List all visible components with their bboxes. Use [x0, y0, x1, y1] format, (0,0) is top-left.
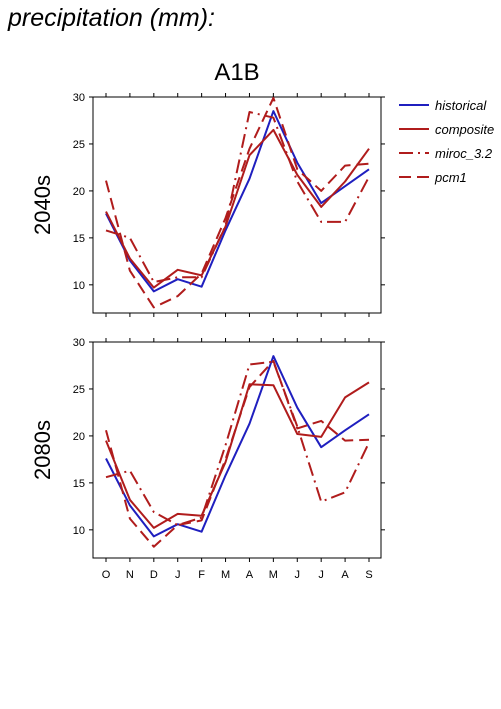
- row-label-2080s: 2080s: [30, 420, 55, 480]
- x-tick-label: J: [175, 569, 181, 581]
- chart-legend: historical composite miroc_3.2 pcm1: [399, 98, 494, 185]
- y-tick-label: 20: [73, 186, 85, 198]
- y-tick-label: 30: [73, 337, 85, 349]
- series-line-pcm1: [105, 96, 370, 309]
- series-line-historical: [105, 355, 370, 538]
- row-label-2040s: 2040s: [30, 175, 55, 235]
- series-line-pcm1: [105, 359, 370, 548]
- page-title: precipitation (mm):: [8, 4, 215, 32]
- x-tick-label: O: [102, 569, 111, 581]
- x-tick-label: J: [295, 569, 301, 581]
- series-line-miroc_3.2: [105, 111, 370, 283]
- x-tick-label: M: [221, 569, 230, 581]
- legend-label-pcm1: pcm1: [434, 170, 467, 185]
- series-line-miroc_3.2: [105, 360, 370, 527]
- legend-label-historical: historical: [435, 98, 487, 113]
- x-tick-label: A: [341, 569, 349, 581]
- y-tick-label: 25: [73, 384, 85, 396]
- series-line-historical: [105, 110, 370, 293]
- y-tick-label: 20: [73, 431, 85, 443]
- x-tick-label: D: [150, 569, 158, 581]
- panel-2080s: 10 15 20 25 30 2080s: [30, 337, 385, 562]
- y-tick-label: 15: [73, 233, 85, 245]
- y-tick-label: 30: [73, 92, 85, 104]
- panel-2040s: 10 15 20 25 30 2040s: [30, 92, 385, 317]
- series-line-composite: [105, 128, 370, 289]
- x-tick-label: M: [269, 569, 278, 581]
- x-tick-label: A: [246, 569, 254, 581]
- plot-frame: [92, 96, 382, 314]
- y-tick-label: 10: [73, 525, 85, 537]
- x-tick-label: F: [198, 569, 205, 581]
- legend-label-miroc_3.2: miroc_3.2: [435, 146, 493, 161]
- legend-label-composite: composite: [435, 122, 494, 137]
- chart-title: A1B: [214, 59, 259, 86]
- plot-frame: [92, 341, 382, 559]
- x-tick-label: N: [126, 569, 134, 581]
- y-tick-label: 10: [73, 280, 85, 292]
- y-tick-label: 15: [73, 478, 85, 490]
- x-tick-label: J: [318, 569, 324, 581]
- chart-panels: 10 15 20 25 30 2040s 10 15 20 25 30 2080s: [30, 92, 385, 562]
- y-tick-label: 25: [73, 139, 85, 151]
- x-tick-label: S: [365, 569, 372, 581]
